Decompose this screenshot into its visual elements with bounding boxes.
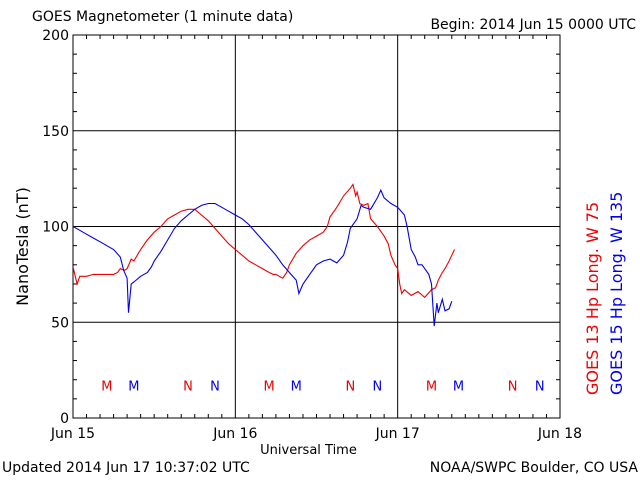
mn-marker: M: [426, 379, 437, 394]
x-tick-label: Jun 15: [50, 426, 95, 442]
y-tick-label: 0: [60, 411, 69, 427]
x-tick-label: Jun 16: [212, 426, 257, 442]
x-tick-label: Jun 17: [375, 426, 420, 442]
y-axis-label: NanoTesla (nT): [13, 187, 32, 306]
legend-goes15: GOES 15 Hp Long. W 135: [607, 192, 626, 395]
mn-marker: M: [291, 379, 302, 394]
mn-marker: N: [210, 379, 220, 394]
y-tick-label: 150: [42, 124, 69, 140]
updated-timestamp: Updated 2014 Jun 17 10:37:02 UTC: [2, 460, 250, 476]
y-tick-label: 100: [42, 220, 69, 236]
x-axis-label: Universal Time: [260, 443, 357, 458]
mn-marker: M: [453, 379, 464, 394]
chart-title: GOES Magnetometer (1 minute data): [32, 9, 294, 25]
x-tick-label: Jun 18: [537, 426, 582, 442]
mn-marker: N: [183, 379, 193, 394]
mn-marker: M: [264, 379, 275, 394]
series-line-goes13: [73, 183, 455, 299]
mn-marker: N: [373, 379, 383, 394]
mn-marker: N: [345, 379, 355, 394]
series-line-goes15: [73, 188, 453, 327]
y-tick-label: 200: [42, 28, 69, 44]
mn-marker: N: [508, 379, 518, 394]
y-tick-label: 50: [51, 315, 69, 331]
mn-marker: M: [101, 379, 112, 394]
begin-time: Begin: 2014 Jun 15 0000 UTC: [430, 17, 636, 33]
source-label: NOAA/SWPC Boulder, CO USA: [429, 460, 638, 476]
mn-marker: N: [535, 379, 545, 394]
mn-marker: M: [128, 379, 139, 394]
legend-goes13: GOES 13 Hp Long. W 75: [583, 202, 602, 395]
